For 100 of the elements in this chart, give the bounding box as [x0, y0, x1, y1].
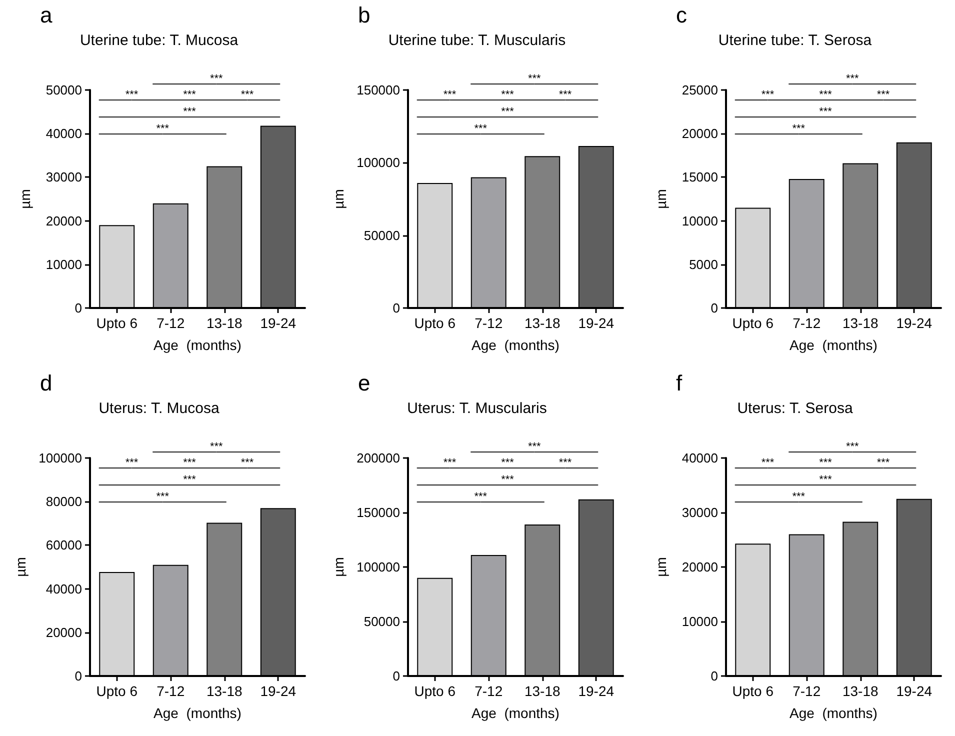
annotation: *** — [443, 89, 457, 101]
x-tick-label: 7-12 — [792, 683, 821, 699]
text: e — [358, 370, 370, 396]
x-tick-label: 19-24 — [896, 315, 932, 331]
x-tick-label: 7-12 — [474, 315, 503, 331]
annotation: *** — [876, 457, 890, 469]
significance-bracket: *** — [152, 441, 280, 453]
y-tick-label: 50000 — [364, 228, 400, 243]
x-axis-title: Age (months) — [790, 705, 878, 721]
chart-title: Uterine tube: T. Muscularis — [388, 32, 566, 49]
annotation: *** — [501, 106, 515, 118]
annotation: *** — [501, 457, 515, 469]
annotation: *** — [819, 474, 833, 486]
chart-title: Uterus: T. Serosa — [737, 400, 854, 417]
y-tick-label: 100000 — [38, 450, 82, 466]
x-tick-label: 13-18 — [842, 315, 878, 331]
y-tick-label: 10000 — [682, 213, 718, 228]
chart-title: Uterus: T. Mucosa — [98, 400, 220, 417]
y-tick-label: 5000 — [689, 256, 718, 272]
annotation: *** — [240, 89, 254, 101]
x-tick-label: Upto 6 — [414, 683, 456, 699]
chart-title: Uterus: T. Muscularis — [407, 400, 547, 417]
annotation: *** — [125, 89, 139, 101]
x-tick-label: 13-18 — [524, 315, 560, 331]
y-tick-label: 100000 — [356, 560, 400, 574]
annotation: *** — [819, 89, 833, 101]
significance-bracket: *** — [788, 441, 916, 453]
annotation: *** — [501, 474, 515, 486]
annotation: *** — [183, 106, 197, 118]
x-tick-label: 7-12 — [156, 315, 185, 331]
significance-bracket: *** — [416, 474, 598, 486]
chart-title: Uterine tube: T. Serosa — [718, 32, 872, 49]
x-axis-title: Age (months) — [790, 337, 878, 353]
significance-bracket: *** — [734, 474, 916, 486]
annotation: *** — [125, 457, 139, 469]
x-tick-label: 19-24 — [260, 683, 296, 699]
annotation: *** — [183, 89, 197, 101]
x-axis-title: Age (months) — [154, 705, 242, 721]
x-tick-label: 7-12 — [792, 315, 821, 331]
significance-bracket: *** — [416, 106, 598, 118]
text: b — [358, 2, 370, 28]
significance-bracket: *** — [152, 73, 280, 85]
significance-bracket: *** — [734, 491, 862, 503]
x-tick-label: Upto 6 — [732, 315, 774, 331]
annotation: *** — [792, 123, 806, 135]
significance-bracket: *** — [98, 491, 226, 503]
x-tick-label: 13-18 — [842, 683, 878, 699]
annotation: *** — [474, 491, 488, 503]
y-tick-label: 50000 — [364, 614, 400, 629]
y-tick-label: 150000 — [356, 82, 400, 98]
y-tick-label: 100000 — [356, 155, 400, 170]
y-tick-label: 50000 — [46, 82, 82, 98]
y-tick-label: 40000 — [46, 126, 82, 142]
annotation: *** — [183, 457, 197, 469]
significance-bracket: *** — [470, 73, 598, 85]
x-tick-label: Upto 6 — [96, 683, 138, 699]
x-axis-title: Age (months) — [472, 337, 560, 353]
y-tick-label: 30000 — [682, 505, 718, 520]
y-tick-label: 0 — [710, 300, 718, 316]
annotation: *** — [761, 457, 775, 469]
x-tick-label: 19-24 — [896, 683, 932, 699]
significance-bracket: *** — [416, 491, 544, 503]
y-axis-title: µm — [653, 557, 669, 577]
y-tick-label: 30000 — [46, 170, 82, 185]
annotation: *** — [156, 123, 170, 135]
y-tick-label: 20000 — [682, 126, 718, 142]
significance-bracket: *** — [788, 73, 916, 85]
significance-bracket: *** — [734, 106, 916, 118]
y-axis-title: µm — [653, 189, 669, 209]
annotation: *** — [474, 123, 488, 135]
annotation: *** — [558, 457, 572, 469]
text: f — [676, 370, 683, 396]
x-tick-label: 19-24 — [260, 315, 296, 331]
x-axis-title: Age (months) — [154, 337, 242, 353]
y-axis-title: µm — [12, 557, 29, 577]
significance-bracket: *** — [98, 474, 280, 486]
y-tick-label: 25000 — [682, 82, 718, 98]
y-tick-label: 0 — [392, 300, 400, 316]
y-tick-label: 10000 — [682, 614, 718, 629]
y-tick-label: 20000 — [682, 560, 718, 574]
annotation: *** — [156, 491, 170, 503]
annotation: *** — [876, 89, 890, 101]
significance-bracket: *** — [734, 123, 862, 135]
annotation: *** — [558, 89, 572, 101]
y-tick-label: 0 — [392, 668, 400, 684]
annotation: *** — [183, 474, 197, 486]
y-tick-label: 10000 — [46, 256, 82, 272]
significance-bracket: *** — [470, 441, 598, 453]
y-axis-title: µm — [17, 189, 33, 209]
annotation: *** — [761, 89, 775, 101]
x-tick-label: Upto 6 — [96, 315, 138, 331]
annotation: *** — [792, 491, 806, 503]
y-tick-label: 20000 — [46, 624, 82, 640]
y-tick-label: 0 — [74, 300, 82, 316]
x-tick-label: 7-12 — [474, 683, 503, 699]
x-axis-title: Age (months) — [472, 705, 560, 721]
significance-bracket: *** — [416, 123, 544, 135]
x-tick-label: 19-24 — [578, 683, 614, 699]
significance-bracket: *** — [98, 106, 280, 118]
y-tick-label: 20000 — [46, 213, 82, 228]
